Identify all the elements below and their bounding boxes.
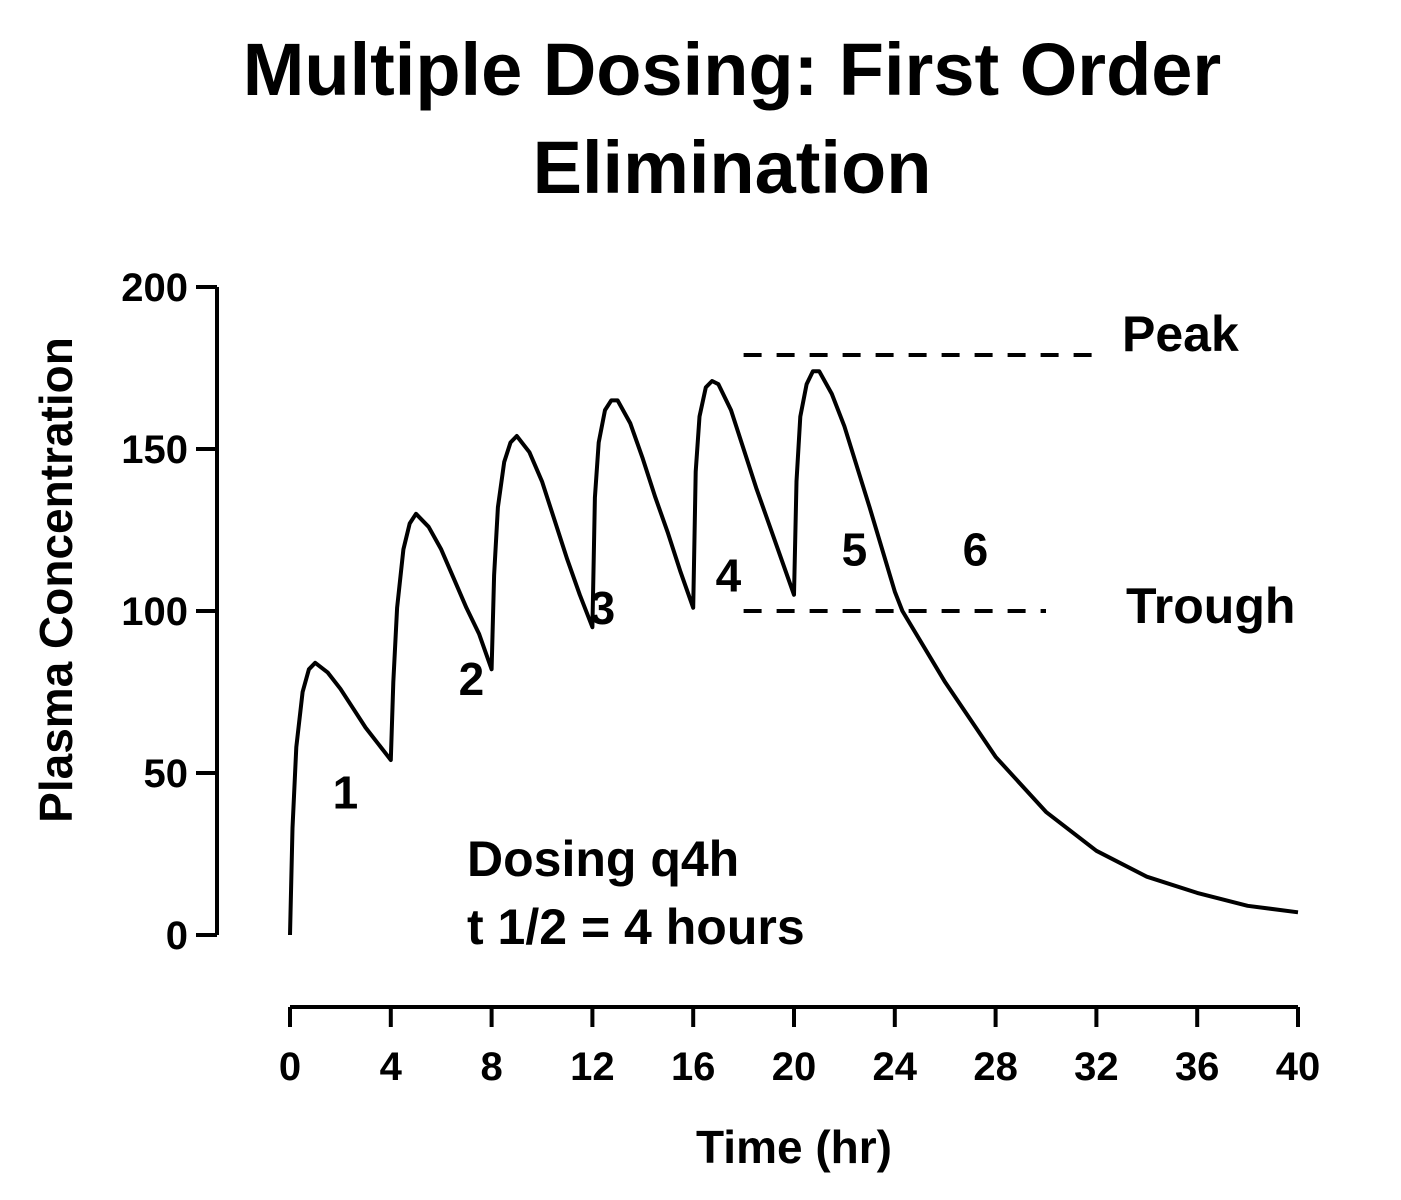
dose-label-5: 5 [842,524,868,576]
x-tick-label-20: 20 [772,1045,817,1089]
x-tick-label-0: 0 [279,1045,301,1089]
dose-labels: 1 2 3 4 5 6 [333,524,989,819]
x-tick-label-36: 36 [1175,1045,1220,1089]
dose-label-6: 6 [963,524,989,576]
x-tick-label-24: 24 [873,1045,918,1089]
dose-label-2: 2 [459,653,485,705]
half-life-annotation: t 1/2 = 4 hours [467,899,805,955]
x-tick-label-32: 32 [1074,1045,1119,1089]
x-tick-label-16: 16 [671,1045,716,1089]
x-tick-label-40: 40 [1276,1045,1321,1089]
y-tick-label-150: 150 [121,428,188,472]
dose-label-4: 4 [716,550,742,602]
y-axis-label: Plasma Concentration [30,337,82,823]
peak-label: Peak [1122,306,1239,362]
y-tick-label-50: 50 [144,752,189,796]
dose-label-1: 1 [333,767,359,819]
x-tick-label-12: 12 [570,1045,615,1089]
trough-label: Trough [1126,578,1295,634]
y-tick-label-0: 0 [166,914,188,958]
y-axis-ticks: 0 50 100 150 200 [121,266,217,958]
dose-label-3: 3 [590,582,616,634]
x-tick-label-4: 4 [380,1045,403,1089]
chart-title-line-1: Multiple Dosing: First Order [243,28,1221,111]
chart-title-line-2: Elimination [533,126,932,209]
concentration-curve [288,369,1299,936]
x-tick-label-28: 28 [973,1045,1018,1089]
x-axis-ticks: 0 4 8 12 16 20 24 28 32 36 40 [279,1007,1320,1089]
x-tick-label-8: 8 [480,1045,502,1089]
y-tick-label-100: 100 [121,590,188,634]
reference-lines: Peak Trough [743,306,1295,634]
dosing-annotation: Dosing q4h [467,831,739,887]
y-tick-label-200: 200 [121,266,188,310]
x-axis-label: Time (hr) [696,1121,892,1173]
